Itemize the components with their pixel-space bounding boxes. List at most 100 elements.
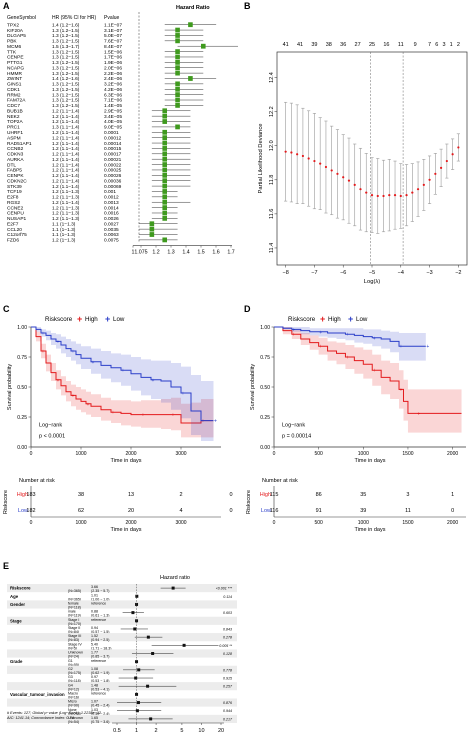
forest-a-hr-marker [175, 54, 180, 60]
km-confidence-band [31, 327, 214, 441]
km-x-tick-label: 1000 [358, 451, 369, 457]
forest-e-level-label: Stage I [68, 618, 79, 622]
risk-table-y-label: Riskscore [3, 490, 9, 514]
lasso-top-count-label: 25 [369, 42, 375, 48]
risk-table-x-axis-label: Time in days [111, 527, 142, 533]
forest-a-p-label: 0.0075 [104, 238, 119, 244]
lasso-deviance-point [330, 169, 333, 172]
lasso-top-count-label: 6 [435, 42, 438, 48]
forest-a-hr-marker [162, 172, 168, 178]
forest-a-p-label: 0.00021 [104, 157, 122, 163]
km-survival-curve [274, 326, 426, 347]
forest-e-row-band [7, 616, 237, 625]
forest-a-hr-label: 1.2 (1.1−1.4) [52, 168, 80, 174]
risk-table-row-label: High [17, 492, 28, 498]
forest-e-hr-label: reference [91, 618, 106, 622]
forest-a-gene-label: PTTG1 [7, 60, 23, 66]
lasso-y-axis-label: Partial Likelihood Deviance [258, 124, 264, 194]
forest-a-hr-label: 1.2 (1.1−1.4) [52, 184, 80, 190]
lasso-top-count-label: 2 [457, 42, 460, 48]
forest-e-n-label: (N=118) [68, 606, 81, 610]
forest-a-gene-label: NCAPG [7, 65, 24, 71]
forest-a-hr-marker [175, 70, 180, 76]
forest-e-hr-label: reference [91, 659, 106, 663]
forest-a-x-tick-label: 1.2 [152, 250, 159, 256]
forest-a-gene-label: CCNB2 [7, 146, 24, 152]
km-legend-label: Low [356, 316, 368, 323]
km-censor-mark: + [172, 413, 175, 419]
forest-e-x-tick-label: 0.5 [113, 728, 121, 734]
km-x-tick-label: 1500 [402, 451, 413, 457]
forest-a-gene-label: DTL [7, 162, 16, 168]
forest-a-hr-marker [162, 167, 168, 173]
lasso-top-count-label: 27 [355, 42, 361, 48]
forest-a-hr-marker [188, 76, 193, 81]
forest-a-col-hr: HR (95% CI for HR) [52, 15, 97, 21]
lasso-x-tick-label: −3 [426, 270, 432, 276]
km-censor-mark: + [214, 419, 217, 425]
forest-a-hr-marker [175, 65, 180, 71]
forest-a-p-label: 0.0014 [104, 205, 119, 211]
km-legend-label: High [328, 316, 341, 323]
forest-e-p-label: 0.915 [223, 677, 232, 681]
forest-e-n-label: (N=55) [68, 663, 79, 667]
forest-a-hr-marker [149, 232, 155, 237]
km-logrank-label: Log−rank [39, 423, 62, 429]
lasso-top-count-label: 41 [297, 42, 303, 48]
lasso-deviance-point [307, 157, 310, 160]
forest-e-ci-label: (0.75 − 3.6) [91, 720, 109, 724]
forest-a-p-label: 2.0E−06 [104, 65, 122, 71]
km-survival-curve [274, 326, 462, 414]
km-y-tick-label: 0.50 [260, 385, 270, 391]
forest-a-hr-label: 1.2 (1.1−1.4) [52, 141, 80, 147]
forest-a-hr-label: 1.2 (1.1−1.4) [52, 162, 80, 168]
forest-e-hr-marker [182, 643, 186, 647]
lasso-deviance-point [457, 146, 460, 149]
forest-a-gene-label: NEK2 [7, 114, 20, 120]
forest-a-p-label: 0.00069 [104, 184, 122, 190]
forest-a-hr-marker [162, 129, 168, 135]
forest-e-p-label: 0.778 [223, 668, 232, 672]
forest-e-n-label: (N=16) [68, 695, 79, 699]
risk-table-value: 39 [360, 508, 366, 514]
forest-a-hr-marker [162, 237, 168, 243]
forest-a-gene-label: GINS1 [7, 82, 22, 88]
forest-e-hr-label: 1.08 [91, 667, 98, 671]
lasso-deviance-point [399, 194, 402, 198]
lasso-deviance-point [370, 194, 374, 197]
lasso-deviance-point [445, 159, 448, 163]
forest-a-p-label: 1.4E−05 [104, 103, 122, 109]
forest-a-hr-label: 1.4 (1.2−1.6) [52, 76, 80, 82]
forest-a-hr-marker [162, 205, 168, 211]
km-censor-mark: + [112, 410, 115, 416]
lasso-top-count-label: 41 [283, 42, 289, 48]
risk-table-row-label: High [260, 492, 271, 498]
forest-a-gene-label: MCM6 [7, 44, 21, 50]
forest-a-hr-label: 1.2 (1.1−1.4) [52, 108, 80, 114]
forest-e-n-label: (N=170) [68, 622, 81, 626]
forest-e-hr-label: 1.48 [91, 683, 98, 687]
forest-a-hr-label: 1.2 (1.1−1.3) [52, 211, 80, 217]
km-x-tick-label: 500 [314, 451, 323, 457]
forest-e-ci-label: (0.62 − 1.9) [91, 671, 109, 675]
forest-a-hr-label: 1.2 (1.1−1.4) [52, 173, 80, 179]
forest-a-p-label: 4.2E−06 [104, 87, 122, 93]
forest-a-gene-label: TOP2A [7, 119, 23, 125]
risk-table-value: 3 [406, 492, 409, 498]
risk-table-value: 86 [316, 492, 322, 498]
km-censor-mark: + [142, 413, 145, 419]
forest-e-hr-label: 1.03 [91, 708, 98, 712]
forest-a-hr-label: 1.2 (1.1−1.3) [52, 216, 80, 222]
forest-e-p-label: 0.005 ** [219, 644, 232, 648]
forest-e-hr-marker [131, 611, 135, 615]
forest-a-gene-label: TTK [7, 49, 17, 55]
forest-a-hr-label: 1.3 (1.2−1.5) [52, 103, 80, 109]
lasso-deviance-point [405, 194, 408, 197]
forest-a-p-label: 0.0026 [104, 216, 119, 222]
km-censor-mark: + [202, 419, 205, 425]
forest-e-p-label: 0.217 [223, 717, 233, 721]
risk-table-x-tick-label: 1500 [402, 520, 413, 526]
forest-e-hr-marker [171, 586, 175, 590]
